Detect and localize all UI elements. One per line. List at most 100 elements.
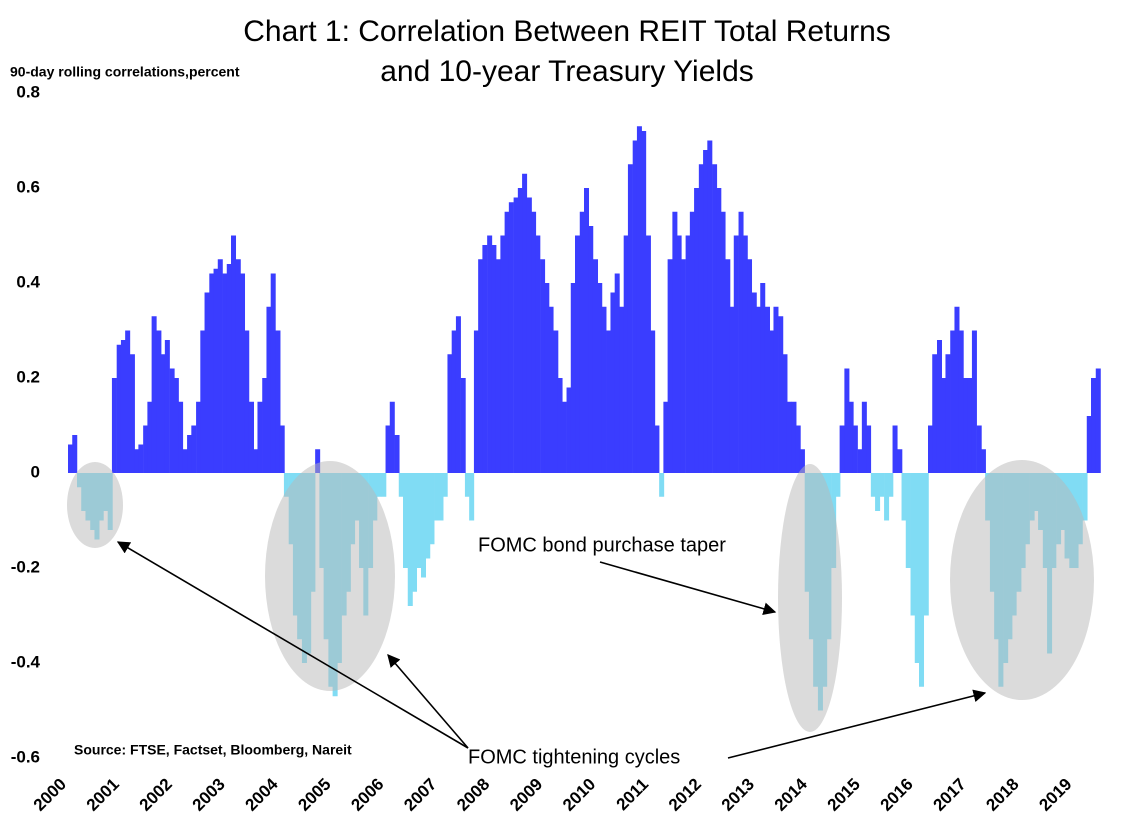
bar bbox=[557, 378, 563, 473]
bar bbox=[526, 197, 532, 473]
bar bbox=[120, 340, 126, 473]
bar bbox=[147, 401, 153, 473]
bar bbox=[773, 306, 779, 473]
bar bbox=[1095, 368, 1101, 473]
bar bbox=[403, 473, 409, 568]
bar bbox=[517, 188, 523, 473]
bar bbox=[901, 473, 907, 521]
bar bbox=[407, 473, 413, 606]
bar bbox=[385, 425, 391, 473]
ellipse bbox=[778, 464, 842, 732]
bar bbox=[447, 354, 453, 473]
bar bbox=[786, 401, 792, 473]
bar bbox=[764, 306, 771, 473]
bar bbox=[235, 259, 241, 473]
bar bbox=[129, 354, 135, 473]
x-tick-label: 2007 bbox=[400, 775, 440, 815]
bar bbox=[566, 387, 572, 473]
highlight-ellipses bbox=[67, 460, 1094, 732]
bar bbox=[68, 444, 74, 473]
x-tick-label: 2012 bbox=[665, 775, 705, 815]
bar bbox=[495, 259, 501, 473]
bar bbox=[936, 340, 943, 473]
bar bbox=[200, 330, 206, 473]
bar bbox=[389, 401, 395, 473]
bar bbox=[769, 330, 775, 473]
bar bbox=[531, 211, 537, 473]
bar bbox=[579, 211, 585, 473]
bar bbox=[1086, 416, 1092, 473]
bar bbox=[262, 378, 268, 473]
bar bbox=[588, 226, 594, 473]
y-tick-label: -0.6 bbox=[11, 747, 40, 766]
bar bbox=[919, 473, 925, 687]
y-tick-label: 0.4 bbox=[16, 272, 40, 291]
bar bbox=[967, 378, 973, 473]
x-tick-label: 2019 bbox=[1035, 775, 1075, 815]
bar bbox=[244, 330, 250, 473]
bar bbox=[1082, 473, 1088, 521]
bar bbox=[204, 292, 210, 473]
x-tick-label: 2009 bbox=[506, 775, 546, 815]
bar bbox=[844, 368, 850, 473]
bar bbox=[905, 473, 911, 568]
bar bbox=[839, 425, 845, 473]
bar bbox=[394, 435, 400, 473]
bar bbox=[160, 354, 166, 473]
bar bbox=[544, 283, 550, 473]
x-tick-label: 2011 bbox=[613, 775, 653, 815]
bar bbox=[540, 259, 546, 473]
bar bbox=[778, 316, 784, 473]
bar bbox=[747, 259, 753, 473]
bar bbox=[672, 211, 678, 473]
bar bbox=[610, 292, 616, 473]
bar bbox=[279, 425, 285, 473]
x-tick-label: 2005 bbox=[294, 775, 334, 815]
bar bbox=[980, 449, 986, 473]
bar bbox=[143, 425, 149, 473]
bar bbox=[756, 306, 762, 473]
arrow bbox=[727, 689, 987, 759]
bar bbox=[376, 473, 382, 497]
bars bbox=[68, 126, 1101, 711]
bar bbox=[963, 378, 969, 473]
bar bbox=[151, 316, 157, 473]
bar bbox=[584, 188, 590, 473]
bar bbox=[971, 330, 977, 473]
annotation: FOMC tightening cycles bbox=[468, 746, 680, 768]
bar bbox=[116, 344, 122, 473]
bar bbox=[712, 164, 718, 473]
bar bbox=[226, 264, 232, 473]
bar bbox=[641, 131, 647, 473]
chart-title: Chart 1: Correlation Between REIT Total … bbox=[243, 15, 891, 48]
bar bbox=[240, 273, 246, 473]
bar bbox=[500, 235, 506, 473]
bar bbox=[614, 273, 620, 473]
bar bbox=[654, 425, 660, 473]
bar bbox=[451, 330, 457, 473]
bar bbox=[725, 259, 731, 473]
bar bbox=[420, 473, 427, 578]
bar bbox=[231, 235, 237, 473]
bar bbox=[852, 425, 858, 473]
bar bbox=[209, 273, 215, 473]
bar bbox=[861, 401, 867, 473]
bar bbox=[685, 235, 691, 473]
bar bbox=[791, 401, 797, 473]
bar bbox=[125, 330, 131, 473]
bar bbox=[381, 473, 387, 497]
arrow bbox=[387, 654, 469, 749]
bar bbox=[1091, 378, 1097, 473]
x-tick-label: 2010 bbox=[559, 775, 599, 815]
y-tick-label: 0.8 bbox=[16, 82, 40, 101]
bar bbox=[720, 211, 726, 473]
bar bbox=[875, 473, 881, 511]
bar bbox=[275, 330, 281, 473]
bar bbox=[487, 235, 493, 473]
bar bbox=[570, 283, 576, 473]
y-tick-label: -0.2 bbox=[11, 557, 40, 576]
x-tick-label: 2002 bbox=[136, 775, 176, 815]
bar bbox=[623, 235, 629, 473]
bar bbox=[187, 435, 193, 473]
bar bbox=[751, 292, 757, 473]
